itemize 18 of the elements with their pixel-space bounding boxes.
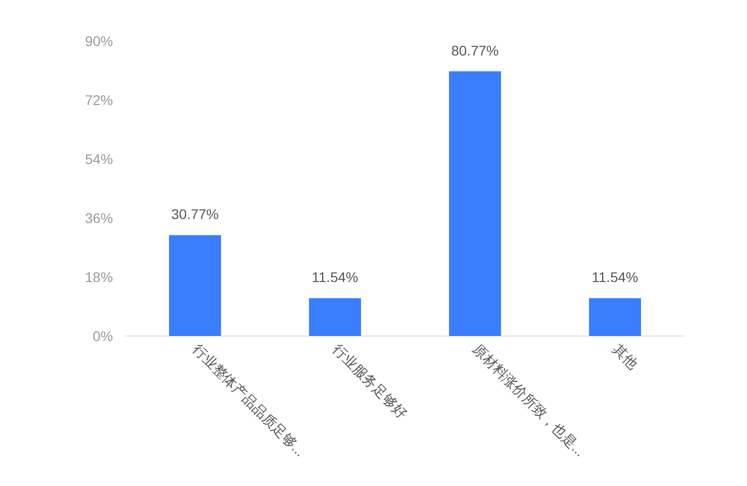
x-tick-label: 行业服务足够好: [330, 340, 410, 422]
x-tick-label: 原材料涨价所致，也是...: [470, 340, 588, 460]
y-tick-label: 54%: [84, 151, 113, 167]
bar: [309, 298, 361, 336]
y-tick-label: 72%: [84, 92, 113, 108]
y-tick-label: 18%: [84, 269, 113, 285]
y-tick-label: 0%: [92, 328, 113, 344]
data-label: 30.77%: [171, 206, 219, 222]
bar: [589, 298, 641, 336]
data-label: 11.54%: [592, 269, 638, 286]
bar: [449, 71, 501, 336]
x-tick-label: 其他: [610, 340, 641, 372]
bar: [169, 235, 221, 336]
data-label: 11.54%: [312, 269, 358, 286]
y-tick-label: 36%: [84, 210, 113, 226]
y-tick-label: 90%: [84, 33, 113, 49]
x-tick-label: 行业整体产品品质足够...: [190, 340, 308, 460]
data-label: 80.77%: [451, 42, 499, 58]
